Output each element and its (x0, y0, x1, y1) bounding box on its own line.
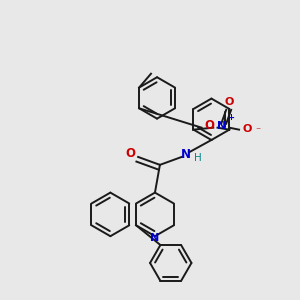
Text: O: O (242, 124, 252, 134)
Text: O: O (125, 148, 135, 160)
Text: H: H (194, 153, 201, 163)
Text: N: N (181, 148, 191, 161)
Text: N: N (150, 233, 160, 243)
Text: N: N (217, 121, 226, 131)
Text: ⁻: ⁻ (255, 127, 260, 136)
Text: +: + (227, 113, 234, 122)
Text: O: O (224, 97, 234, 107)
Text: O: O (205, 119, 214, 132)
